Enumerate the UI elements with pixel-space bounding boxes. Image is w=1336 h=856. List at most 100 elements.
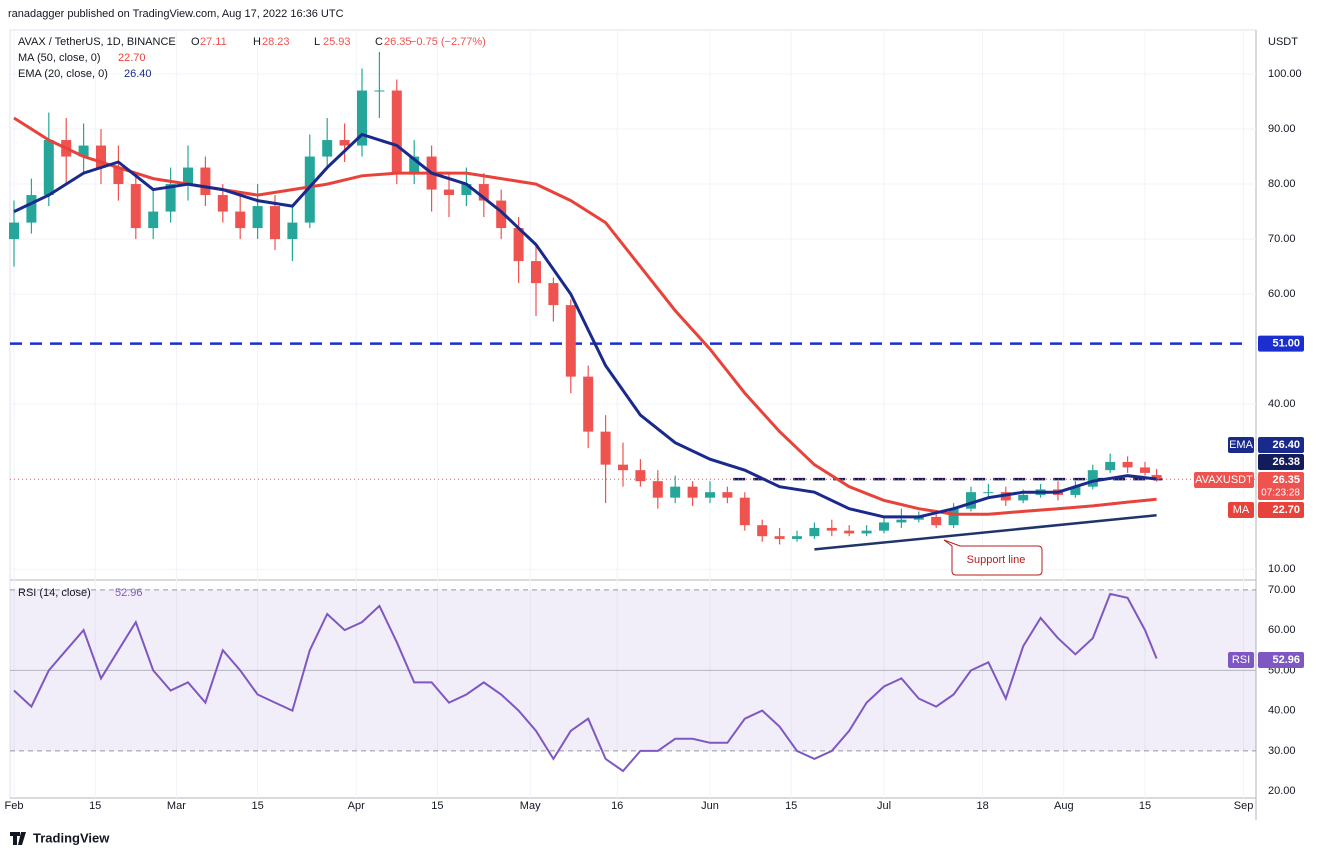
- candle-body: [635, 470, 646, 482]
- price-value: 26.35: [1272, 474, 1300, 486]
- ohlc-letter: H: [253, 36, 261, 48]
- candle-body: [130, 184, 141, 229]
- legend-name: MA (50, close, 0): [18, 52, 101, 64]
- annotation-box: [943, 539, 1043, 576]
- series-value-box: [1258, 437, 1304, 453]
- candle-body: [774, 536, 785, 539]
- candle-body: [826, 527, 837, 531]
- candle-body: [1105, 461, 1116, 471]
- candle-body: [948, 508, 959, 526]
- candle-body: [496, 200, 507, 229]
- candle-body: [478, 184, 489, 201]
- x-tick-label: 15: [251, 800, 263, 812]
- legend-value: 22.70: [118, 52, 146, 64]
- price-tag-box: [1194, 472, 1254, 488]
- x-tick-label: Jun: [701, 800, 719, 812]
- legend-value: 26.40: [124, 68, 152, 80]
- candle-body: [252, 206, 263, 229]
- candle-body: [287, 222, 298, 240]
- candle-body: [513, 228, 524, 262]
- ohlc-letter: L: [314, 36, 320, 48]
- x-tick-label: Jul: [877, 800, 891, 812]
- candle-body: [148, 211, 159, 229]
- candle-body: [1070, 486, 1081, 495]
- candle-body: [931, 516, 942, 526]
- x-tick-label: 18: [976, 800, 988, 812]
- ohlc-value: 27.11: [200, 36, 227, 48]
- candle-body: [896, 519, 907, 523]
- rsi-line: [13, 592, 1158, 773]
- x-tick-label: Feb: [5, 800, 24, 812]
- candle-body: [965, 492, 976, 509]
- countdown: 07:23:28: [1261, 488, 1300, 499]
- series-value: 26.40: [1272, 439, 1300, 451]
- x-tick-label: Mar: [167, 800, 186, 812]
- y-tick-label: 70.00: [1268, 584, 1296, 596]
- y-tick-label: 80.00: [1268, 178, 1296, 190]
- candle-body: [583, 376, 594, 432]
- candle-body: [304, 156, 315, 223]
- candle-body: [78, 145, 89, 157]
- level-label-box: [1258, 454, 1304, 470]
- support-line: [814, 514, 1157, 551]
- candle-body: [356, 90, 367, 146]
- candle-body: [217, 195, 228, 212]
- series-value-box: [1258, 652, 1304, 668]
- candle-body: [43, 140, 54, 196]
- candle-body: [565, 305, 576, 377]
- y-tick-label: 20.00: [1268, 785, 1296, 797]
- candle-body: [322, 140, 333, 157]
- x-tick-label: Sep: [1234, 800, 1254, 812]
- candle-body: [9, 222, 20, 240]
- indicator-line: [13, 132, 1157, 519]
- x-tick-label: 15: [89, 800, 101, 812]
- level-label: 51.00: [1272, 338, 1300, 350]
- price-box: [1258, 472, 1304, 500]
- candle-body: [844, 530, 855, 534]
- y-tick-label: 90.00: [1268, 123, 1296, 135]
- legend-value: 52.96: [115, 587, 143, 599]
- candle-body: [617, 464, 628, 471]
- x-tick-label: 16: [611, 800, 623, 812]
- footer-logo: [10, 832, 26, 845]
- x-tick-label: 15: [431, 800, 443, 812]
- x-tick-label: Aug: [1054, 800, 1074, 812]
- level-label-box: [1258, 335, 1304, 352]
- candle-body: [409, 156, 420, 174]
- candle-body: [809, 527, 820, 537]
- candle-body: [739, 497, 750, 526]
- x-tick-label: May: [520, 800, 541, 812]
- candle-body: [652, 481, 663, 498]
- candle-body: [791, 536, 802, 539]
- series-value: 22.70: [1272, 504, 1300, 516]
- x-tick-label: 15: [1139, 800, 1151, 812]
- candle-body: [391, 90, 402, 174]
- y-tick-label: 10.00: [1268, 563, 1296, 575]
- candle-body: [461, 184, 472, 196]
- candle-body: [1139, 467, 1150, 473]
- x-tick-label: 15: [785, 800, 797, 812]
- candle-body: [1122, 461, 1133, 468]
- candle-body: [548, 283, 559, 306]
- ohlc-letter: O: [191, 36, 200, 48]
- ohlc-value: 25.93: [323, 36, 351, 48]
- y-tick-label: 60.00: [1268, 288, 1296, 300]
- candle-body: [861, 530, 872, 534]
- series-tag: EMA: [1229, 439, 1254, 451]
- candle-body: [530, 261, 541, 284]
- candle-body: [200, 167, 211, 196]
- candle-body: [26, 195, 37, 223]
- candle-body: [1151, 475, 1162, 480]
- y-tick-label: 60.00: [1268, 624, 1296, 636]
- candle-body: [670, 486, 681, 498]
- candle-body: [722, 492, 733, 498]
- ohlc-value: 26.35: [384, 36, 412, 48]
- currency: USDT: [1268, 36, 1298, 48]
- y-tick-label: 40.00: [1268, 398, 1296, 410]
- legend-title: RSI (14, close): [18, 587, 91, 599]
- candle-body: [878, 522, 889, 531]
- y-tick-label: 70.00: [1268, 233, 1296, 245]
- series-tag-box: [1228, 437, 1254, 453]
